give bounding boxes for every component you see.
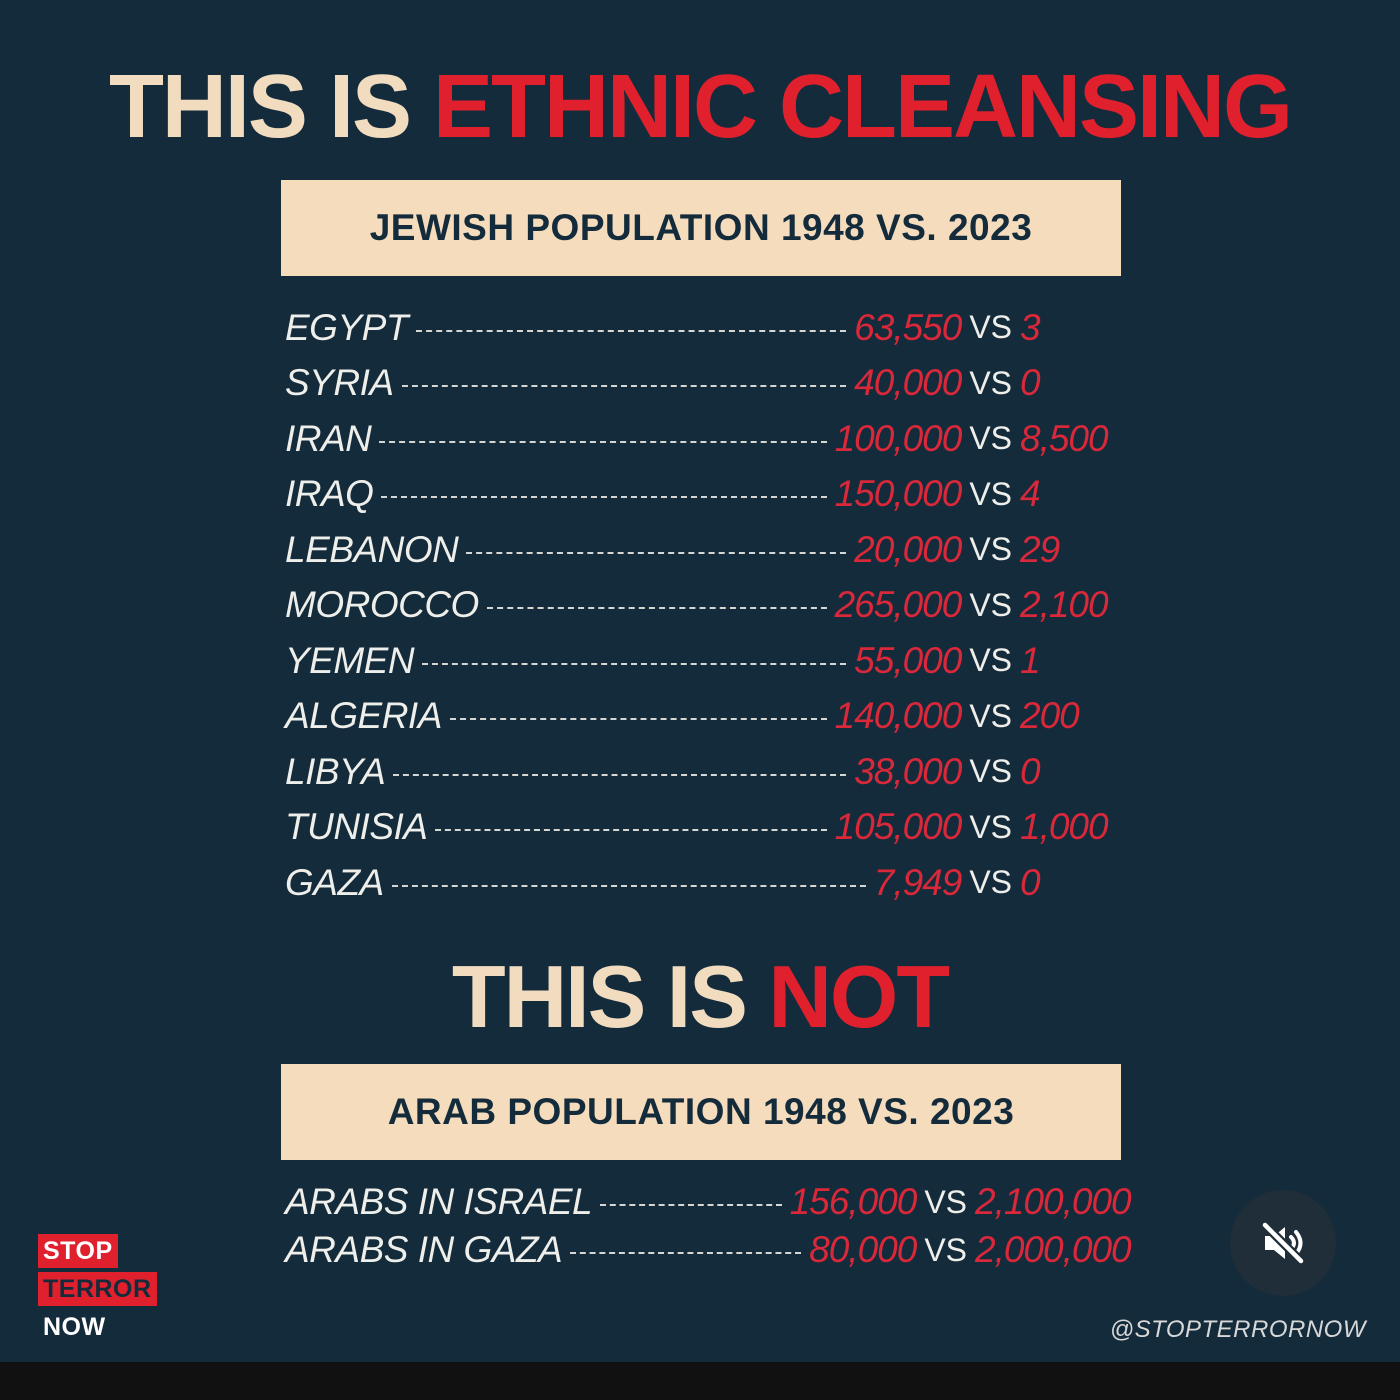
logo-line-terror: TERROR [38,1272,157,1306]
value-1948: 265,000 [834,584,963,626]
stop-terror-now-logo: STOP TERROR NOW [38,1234,157,1344]
country-name: LIBYA [285,750,386,792]
mute-button[interactable] [1230,1190,1336,1296]
vs-label: VS [969,364,1012,401]
country-name: LEBANON [285,528,459,570]
dash-leader [401,385,847,388]
vs-label: VS [969,420,1012,457]
logo-line-now: NOW [43,1313,106,1341]
country-name: ARABS IN ISRAEL [285,1181,593,1222]
country-name: ARABS IN GAZA [285,1229,563,1270]
poster: THIS IS ETHNIC CLEANSING JEWISH POPULATI… [0,0,1400,1362]
population-row: LEBANON 20,000 VS 29 [285,522,1135,578]
population-row: YEMEN 55,000 VS 1 [285,633,1135,689]
dash-leader [466,551,847,554]
arab-population-banner: ARAB POPULATION 1948 VS. 2023 [281,1064,1121,1160]
population-row: IRAQ 150,000 VS 4 [285,467,1135,523]
population-row: GAZA 7,949 VS 0 [285,855,1135,911]
population-row: EGYPT 63,550 VS 3 [285,300,1135,356]
country-name: SYRIA [285,362,394,404]
dash-leader [391,884,866,887]
country-name: GAZA [285,861,384,903]
country-name: ALGERIA [285,695,442,737]
vs-label: VS [924,1183,967,1220]
headline-1-lead: THIS IS [108,57,412,157]
country-name: IRAQ [285,473,374,515]
value-1948: 38,000 [854,750,962,792]
value-2023: 3 [1020,306,1041,348]
value-1948: 80,000 [809,1229,917,1270]
value-2023: 0 [1020,750,1041,792]
vs-label: VS [969,531,1012,568]
headline-2-emphasis: NOT [768,947,950,1046]
dash-leader [486,607,827,610]
country-name: YEMEN [285,639,415,681]
vs-label: VS [969,864,1012,901]
vs-label: VS [969,697,1012,734]
value-2023: 1 [1020,639,1041,681]
value-2023: 2,100 [1020,584,1109,626]
population-row: TUNISIA 105,000 VS 1,000 [285,800,1135,856]
value-2023: 4 [1020,473,1041,515]
value-2023: 2,100,000 [975,1181,1132,1222]
vs-label: VS [969,475,1012,512]
value-2023: 0 [1020,362,1041,404]
value-1948: 150,000 [834,473,963,515]
vs-label: VS [969,309,1012,346]
speaker-muted-icon [1260,1220,1306,1266]
population-row: MOROCCO 265,000 VS 2,100 [285,578,1135,634]
headline-ethnic-cleansing: THIS IS ETHNIC CLEANSING [0,56,1400,159]
value-1948: 156,000 [789,1181,918,1222]
value-1948: 140,000 [834,695,963,737]
population-row: IRAN 100,000 VS 8,500 [285,411,1135,467]
dash-leader [381,496,827,499]
vs-label: VS [969,586,1012,623]
value-2023: 0 [1020,861,1041,903]
headline-1-emphasis: ETHNIC CLEANSING [433,57,1293,157]
value-1948: 7,949 [873,861,963,903]
value-1948: 20,000 [854,528,962,570]
value-1948: 105,000 [834,806,963,848]
dash-leader [393,773,847,776]
dash-leader [570,1252,802,1254]
arab-population-list: ARABS IN ISRAEL 156,000 VS 2,100,000 ARABS I… [285,1178,1135,1274]
country-name: TUNISIA [285,806,428,848]
headline-this-is-not: THIS IS NOT [0,946,1400,1048]
logo-line-stop: STOP [38,1234,118,1268]
vs-label: VS [969,642,1012,679]
population-row: ARABS IN GAZA 80,000 VS 2,000,000 [285,1226,1135,1274]
headline-2-lead: THIS IS [451,947,748,1046]
vs-label: VS [969,808,1012,845]
country-name: IRAN [285,417,372,459]
bottom-bar [0,1362,1400,1400]
value-2023: 2,000,000 [975,1229,1132,1270]
value-2023: 1,000 [1020,806,1109,848]
instagram-handle: @STOPTERRORNOW [1109,1316,1366,1343]
value-1948: 40,000 [854,362,962,404]
value-2023: 29 [1020,528,1060,570]
dash-leader [600,1204,782,1206]
dash-leader [422,662,847,665]
country-name: MOROCCO [285,584,479,626]
value-2023: 8,500 [1020,417,1109,459]
population-row: SYRIA 40,000 VS 0 [285,356,1135,412]
dash-leader [449,718,827,721]
country-name: EGYPT [285,306,408,348]
vs-label: VS [924,1231,967,1268]
value-1948: 55,000 [854,639,962,681]
dash-leader [415,329,847,332]
jewish-population-banner: JEWISH POPULATION 1948 VS. 2023 [281,180,1121,276]
population-row: ALGERIA 140,000 VS 200 [285,689,1135,745]
population-row: LIBYA 38,000 VS 0 [285,744,1135,800]
dash-leader [379,440,827,443]
value-2023: 200 [1020,695,1080,737]
vs-label: VS [969,753,1012,790]
dash-leader [435,829,827,832]
value-1948: 100,000 [834,417,963,459]
population-row: ARABS IN ISRAEL 156,000 VS 2,100,000 [285,1178,1135,1226]
jewish-population-list: EGYPT 63,550 VS 3 SYRIA 40,000 VS 0 IRAN 100,000 V… [285,300,1135,911]
value-1948: 63,550 [854,306,962,348]
